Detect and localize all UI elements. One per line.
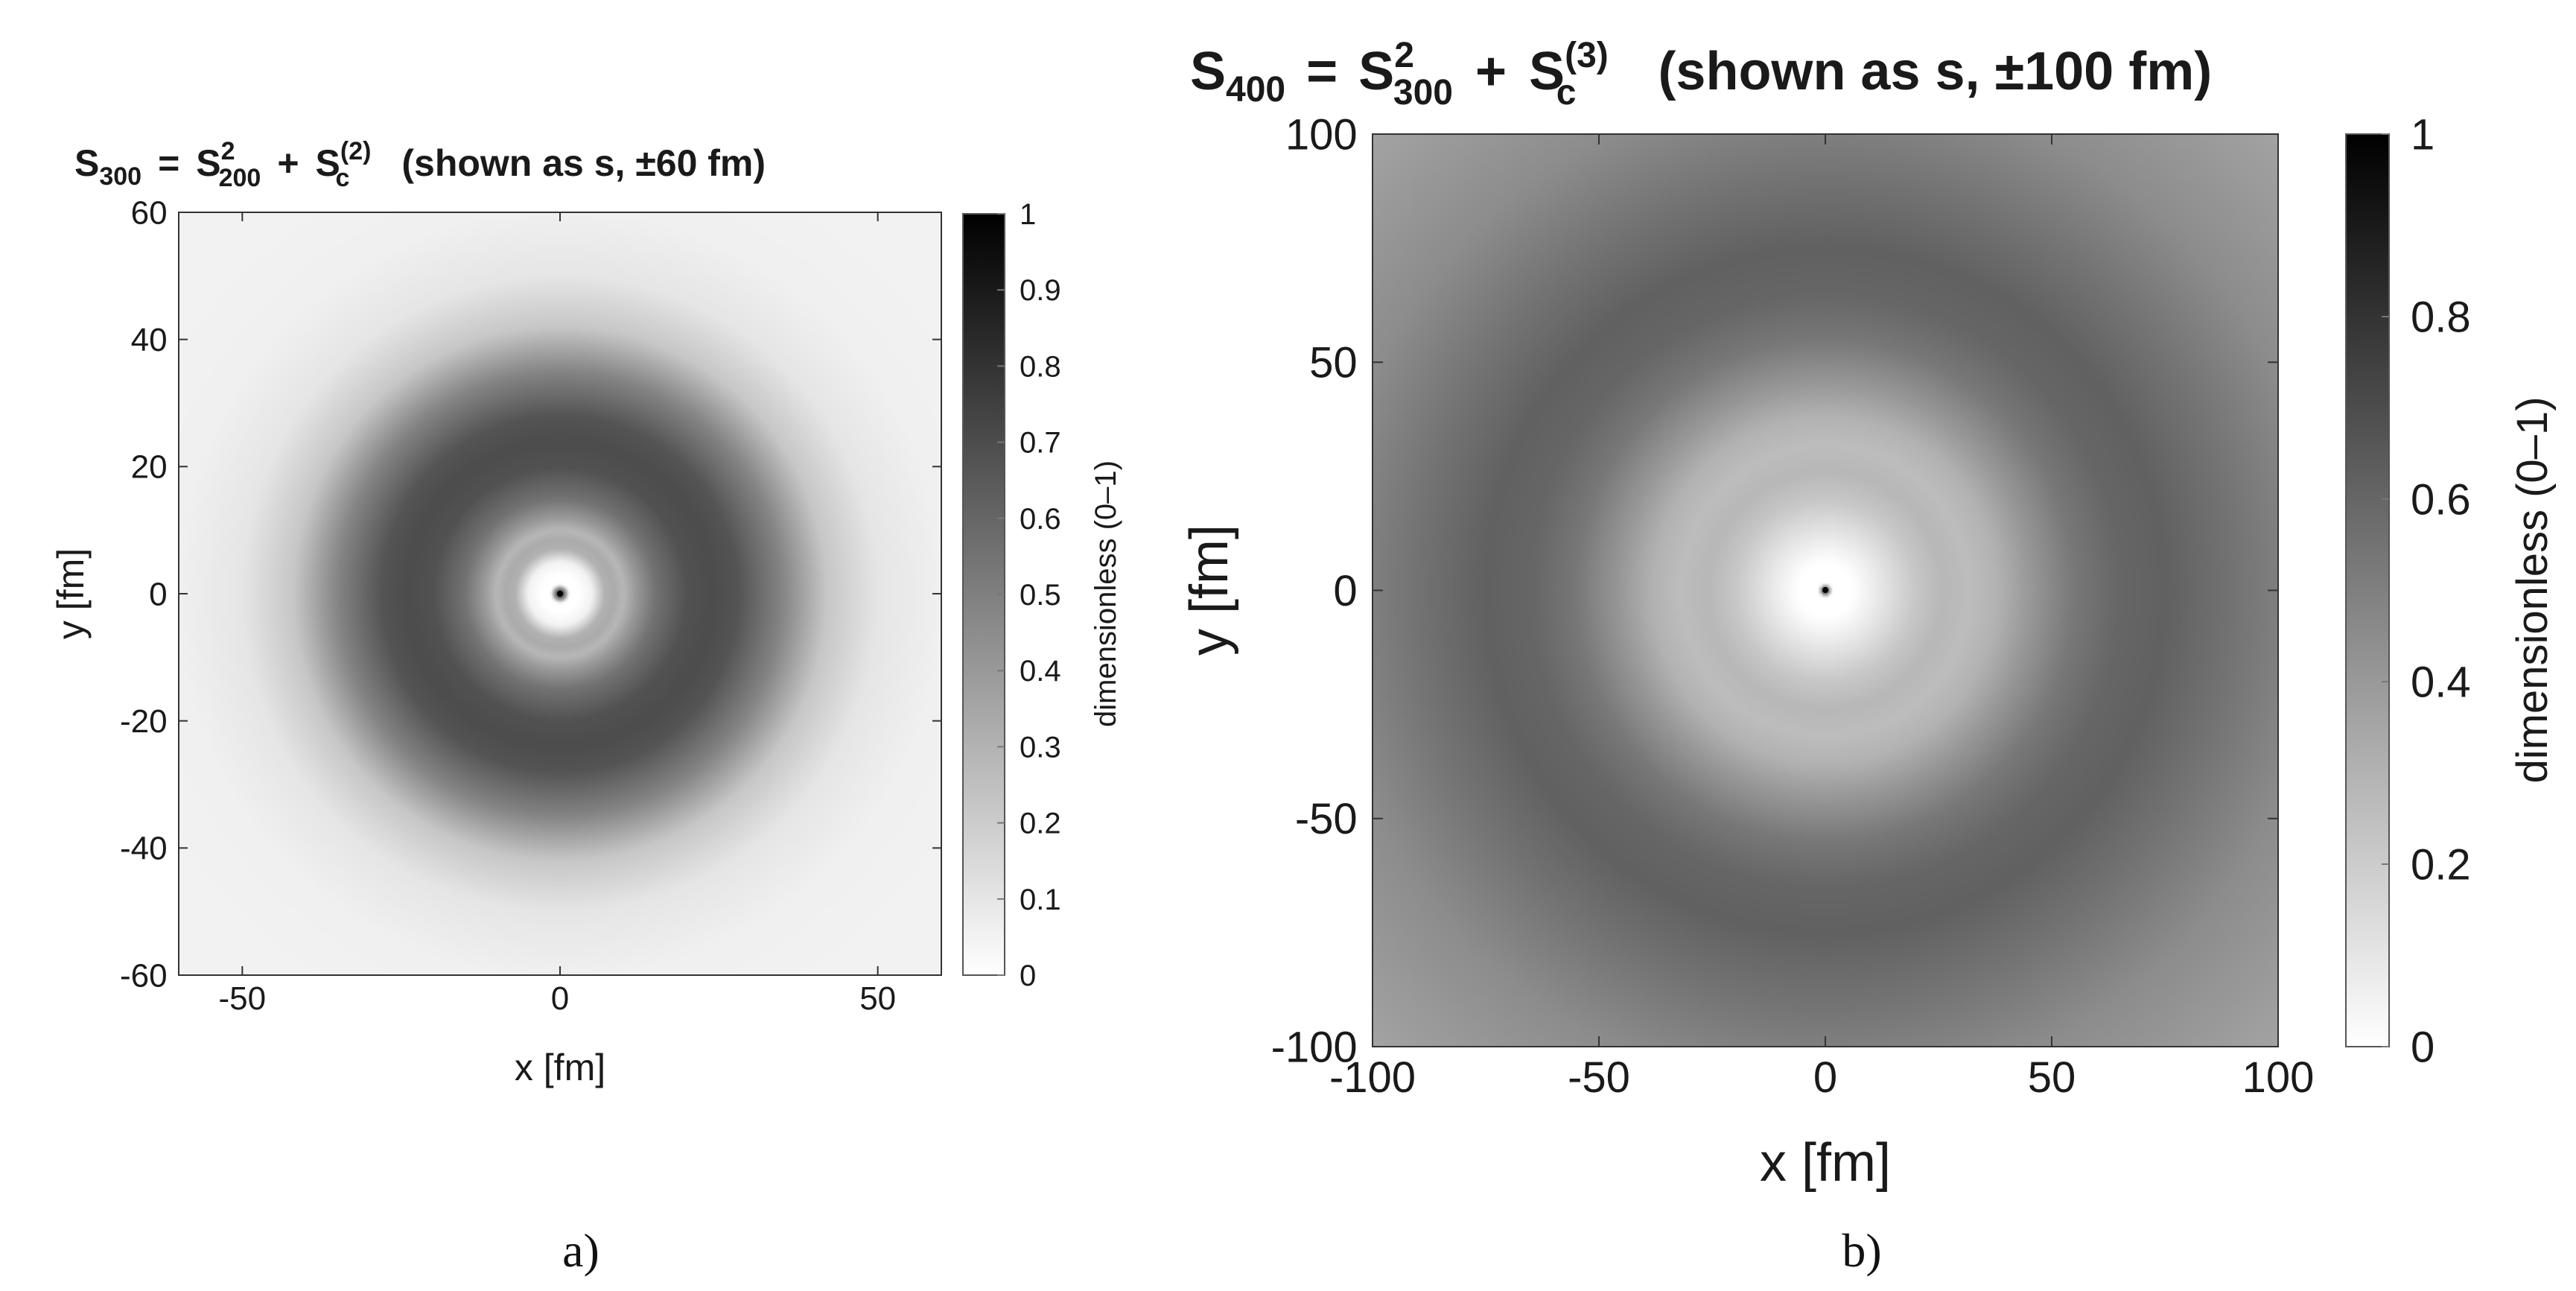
colorbar-tick-label: 0.6: [1020, 503, 1061, 536]
y-tick-label: -50: [1295, 795, 1358, 843]
colorbar-tick-label: 0.4: [1020, 655, 1061, 688]
y-tick-label: 40: [131, 322, 168, 358]
x-tick-label: 0: [1813, 1053, 1837, 1102]
x-tick-label: -50: [219, 980, 267, 1017]
y-tick-label: -60: [120, 957, 168, 994]
panel-b-x-ticks: -100 -50 0 50 100: [1329, 134, 2314, 1102]
panel-a-y-label: y [fm]: [50, 548, 92, 639]
y-tick-label: 60: [131, 194, 168, 231]
panel-b-colorbar-label: dimensionless (0–1): [2508, 396, 2557, 783]
panel-b-plot-area: [1372, 133, 2279, 1047]
colorbar-tick-label: 0.5: [1020, 579, 1061, 612]
panel-a-x-ticks: -50 0 50: [219, 212, 896, 1017]
panel-a-y-ticks: 60 40 20 0 -20 -40 -60: [120, 194, 941, 994]
x-tick-label: 100: [2242, 1053, 2315, 1102]
colorbar-tick-label: 0.2: [1020, 808, 1061, 840]
panel-a-caption: a): [562, 1224, 600, 1277]
panel-b: S400 = S2 300 + S(3) c (shown as s, ±100 fm) -1…: [1180, 36, 2557, 1277]
colorbar-tick-label: 0.8: [2411, 293, 2471, 341]
colorbar-tick-label: 0.3: [1020, 731, 1061, 764]
y-tick-label: 0: [1333, 567, 1357, 615]
panel-b-colorbar: [2345, 133, 2390, 1047]
colorbar-tick-label: 0: [1020, 959, 1036, 992]
colorbar-tick-label: 0.8: [1020, 350, 1061, 383]
x-tick-label: 0: [551, 980, 569, 1017]
y-tick-label: 50: [1309, 339, 1358, 387]
panel-b-y-ticks: 100 50 0 -50 -100: [1271, 110, 2278, 1071]
panel-b-y-label: y [fm]: [1180, 524, 1239, 656]
panel-a-colorbar-label: dimensionless (0–1): [1090, 460, 1122, 727]
panel-a-title: S300 = S2 200 + S(2) c (shown as s, ±60 fm): [74, 137, 766, 192]
panel-b-caption: b): [1842, 1224, 1881, 1277]
panel-b-colorbar-ticks: 1 0.8 0.6 0.4 0.2 0: [2382, 110, 2471, 1071]
x-tick-label: -100: [1329, 1053, 1416, 1102]
panel-b-x-label: x [fm]: [1760, 1133, 1891, 1193]
panel-a-center-point: [557, 591, 563, 597]
y-tick-label: -100: [1271, 1023, 1358, 1071]
colorbar-tick-label: 0.9: [1020, 274, 1061, 307]
y-tick-label: 20: [131, 449, 168, 486]
panel-a-colorbar-ticks: 1 0.9 0.8 0.7 0.6 0.5 0.4 0.3 0.2 0.1 0: [997, 198, 1061, 992]
y-tick-label: -20: [120, 703, 168, 740]
colorbar-tick-label: 1: [2411, 110, 2435, 159]
panel-a: S300 = S2 200 + S(2) c (shown as s, ±60 fm) -50…: [50, 137, 1122, 1277]
colorbar-tick-label: 0.7: [1020, 427, 1061, 460]
colorbar-tick-label: 1: [1020, 198, 1036, 231]
colorbar-tick-label: 0: [2411, 1023, 2435, 1071]
panel-b-center-point: [1822, 587, 1828, 593]
y-tick-label: 0: [149, 576, 167, 612]
x-tick-label: 50: [2028, 1053, 2076, 1102]
x-tick-label: 50: [859, 980, 896, 1017]
x-tick-label: -50: [1568, 1053, 1630, 1102]
colorbar-tick-label: 0.4: [2411, 658, 2471, 706]
panel-a-plot-area: [178, 212, 942, 976]
colorbar-tick-label: 0.1: [1020, 884, 1061, 916]
y-tick-label: -40: [120, 831, 168, 867]
colorbar-tick-label: 0.2: [2411, 840, 2471, 889]
colorbar-tick-label: 0.6: [2411, 475, 2471, 524]
panel-b-title: S400 = S2 300 + S(3) c (shown as s, ±100 fm): [1190, 36, 2212, 112]
panel-a-x-label: x [fm]: [515, 1047, 605, 1088]
y-tick-label: 100: [1285, 110, 1358, 159]
